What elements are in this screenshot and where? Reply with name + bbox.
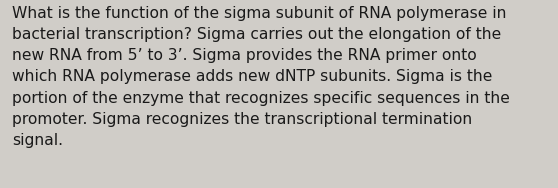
- Text: What is the function of the sigma subunit of RNA polymerase in
bacterial transcr: What is the function of the sigma subuni…: [12, 6, 510, 148]
